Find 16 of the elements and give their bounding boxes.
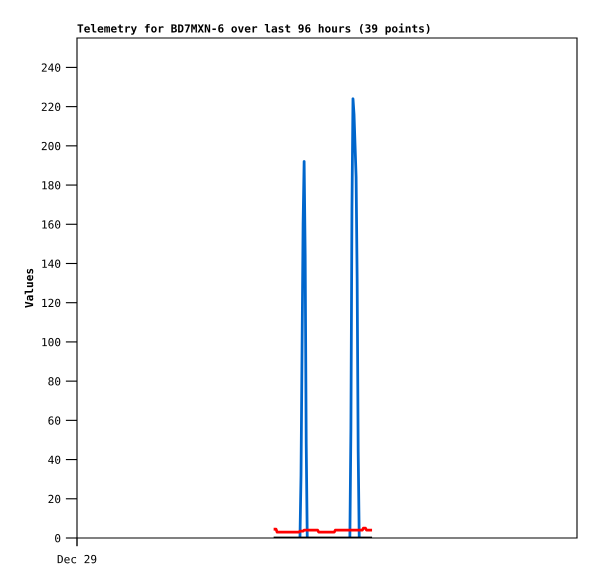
y-tick-label: 80 — [48, 377, 60, 386]
y-tick-label: 40 — [48, 456, 60, 464]
y-tick-label: 60 — [48, 416, 60, 425]
y-tick-label: 0 — [55, 534, 60, 542]
text: Dec 29 — [58, 554, 96, 564]
y-tick-label: 160 — [42, 220, 60, 229]
y-tick-label: 200 — [42, 142, 60, 150]
y-tick-label: 100 — [42, 338, 60, 346]
y-tick-label: 180 — [42, 181, 60, 190]
y-tick-label: 240 — [42, 63, 60, 72]
y-tick-label: 220 — [42, 102, 60, 112]
y-tick-label: 120 — [42, 298, 60, 308]
y-axis-title: Values — [24, 268, 34, 308]
y-tick-label: 140 — [42, 259, 60, 268]
y-tick-label: 20 — [48, 494, 60, 504]
chart-title: Telemetry for BD7MXN-6 over last 96 hours (39 points) — [77, 23, 430, 35]
